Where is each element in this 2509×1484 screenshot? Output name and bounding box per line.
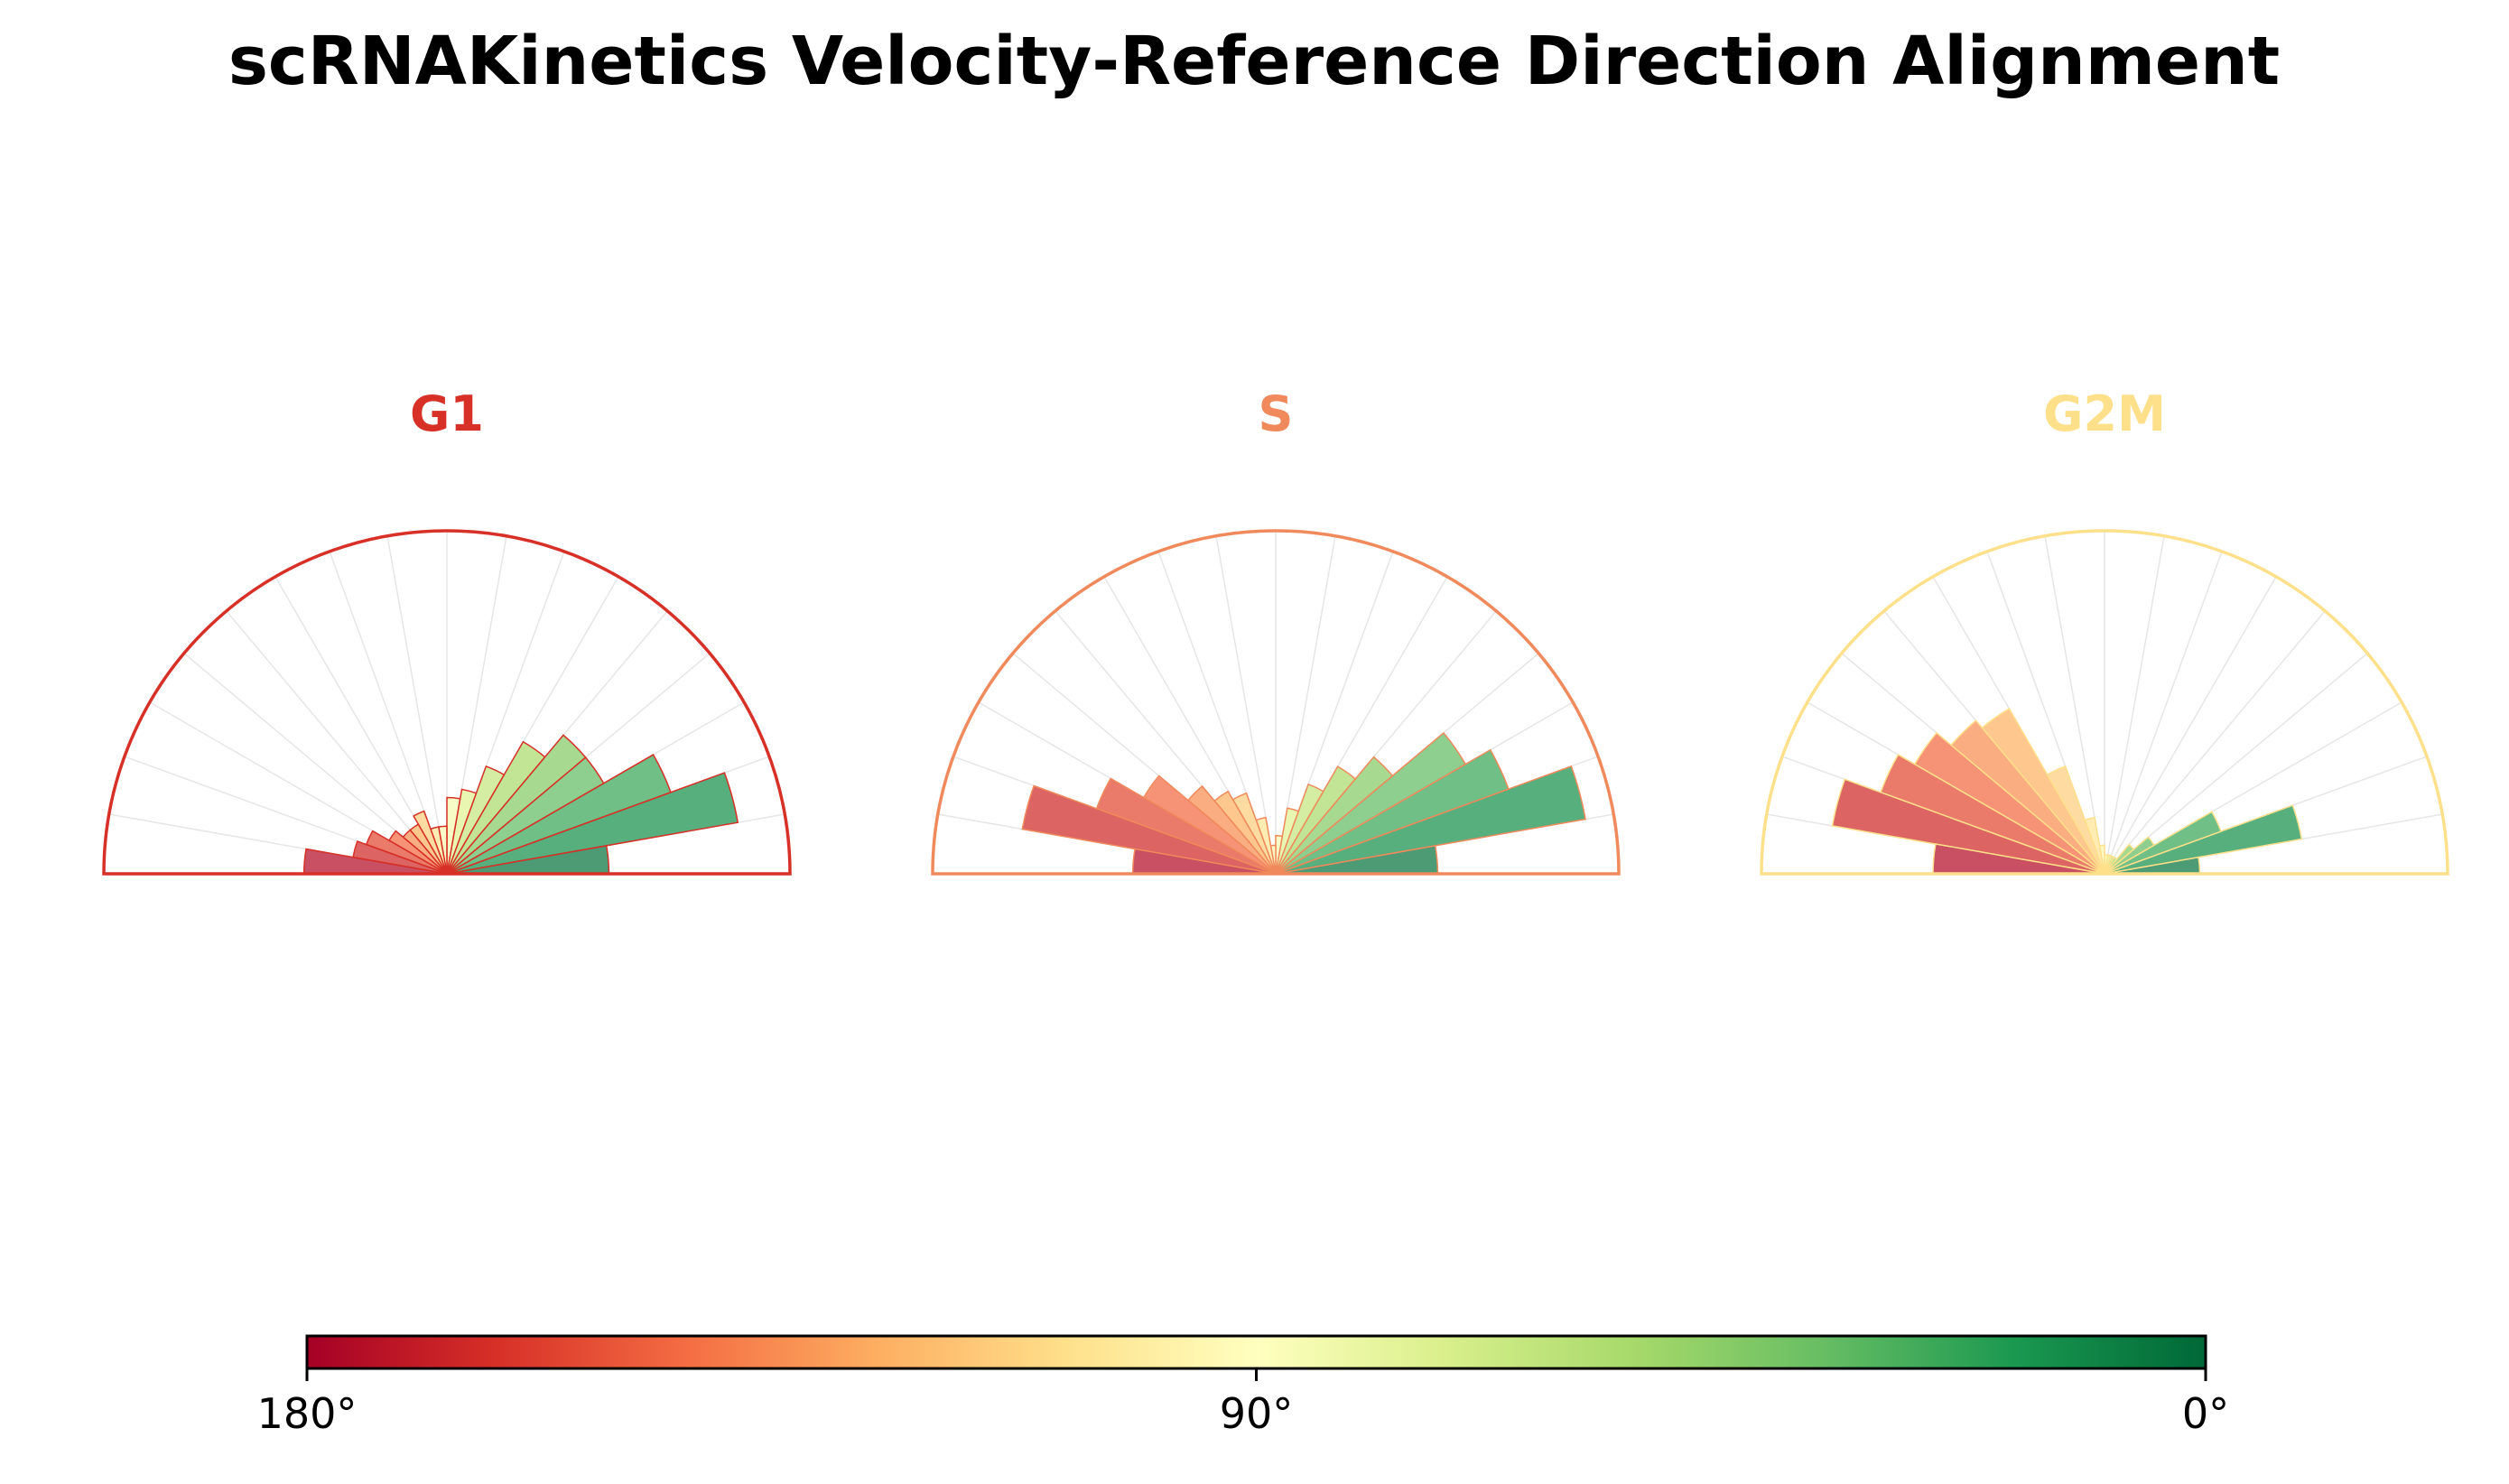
grid-line xyxy=(2104,610,2326,875)
colorbar-bar xyxy=(305,1334,2207,1370)
colorbar-tick-label: 180° xyxy=(257,1389,358,1438)
grid-line xyxy=(2104,535,2165,875)
bar xyxy=(1275,807,1300,875)
panel-frame xyxy=(1760,529,2449,876)
colorbar: 180° 90° 0° xyxy=(257,1334,2229,1438)
bar xyxy=(446,754,672,875)
bar xyxy=(446,796,461,875)
grid-line xyxy=(2104,576,2277,875)
panel-title-g1: G1 xyxy=(410,385,484,442)
bar xyxy=(1275,731,1467,875)
bar xyxy=(1275,756,1394,875)
colorbar-ticks: 180° 90° 0° xyxy=(257,1368,2229,1438)
panel-s: S xyxy=(931,385,1621,876)
bar xyxy=(2104,811,2222,875)
panel-frame xyxy=(931,529,1621,876)
bar xyxy=(446,740,546,875)
bar xyxy=(446,772,739,875)
panel-title-s: S xyxy=(1259,385,1294,442)
chart-title: scRNAKinetics Velocity-Reference Directi… xyxy=(228,23,2280,100)
bar xyxy=(1275,835,1284,875)
bar xyxy=(446,765,506,875)
panel-title-g2m: G2M xyxy=(2043,385,2166,442)
colorbar-tick-label: 0° xyxy=(2182,1389,2229,1438)
bar xyxy=(1275,748,1510,875)
bar xyxy=(2104,836,2155,875)
colorbar-tick-label: 90° xyxy=(1220,1389,1294,1438)
bar xyxy=(1021,784,1277,875)
panel-frame xyxy=(102,529,792,876)
bar xyxy=(1275,765,1357,875)
bar xyxy=(1275,765,1586,875)
bar xyxy=(1831,778,2105,875)
panel-g2m: G2M xyxy=(1760,385,2449,876)
panels-group: G1 S G2M xyxy=(102,385,2449,876)
bar xyxy=(1275,783,1324,875)
panel-g1: G1 xyxy=(102,385,792,876)
bar xyxy=(2104,804,2303,875)
grid-line xyxy=(386,535,448,875)
bar xyxy=(446,788,478,875)
bar xyxy=(446,734,587,875)
grid-line xyxy=(2104,551,2223,875)
bar xyxy=(2104,843,2135,875)
